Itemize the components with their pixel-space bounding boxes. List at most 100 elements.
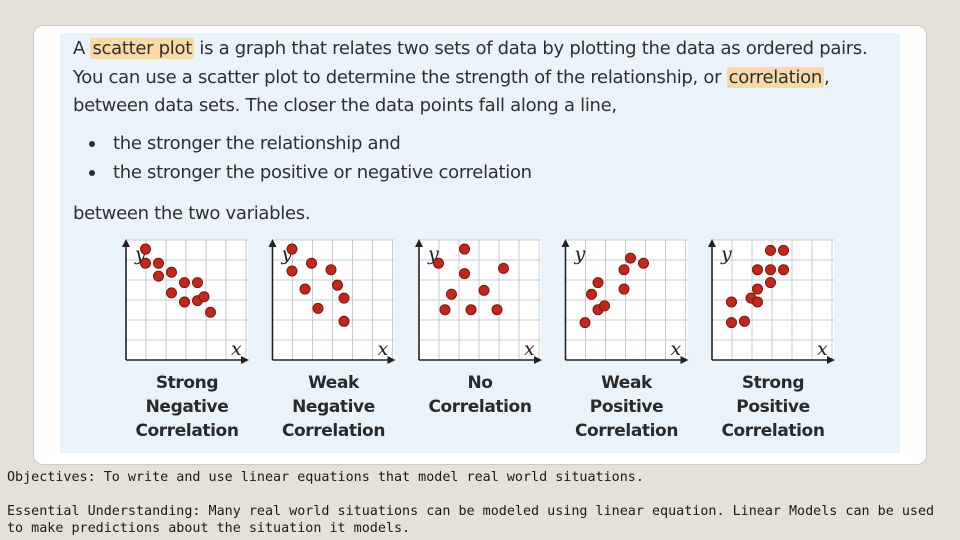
plot-caption: No Correlation: [415, 371, 545, 419]
y-axis-label: y: [574, 243, 586, 265]
plot-caption: Strong Negative Correlation: [122, 371, 252, 443]
caption-line: Strong: [741, 373, 805, 393]
x-axis-arrow: [827, 356, 835, 364]
data-point: [192, 277, 203, 289]
data-point: [459, 268, 470, 280]
data-point: [153, 257, 164, 269]
data-point: [286, 265, 298, 277]
caption-line: Correlation: [574, 421, 679, 441]
data-point: [778, 244, 789, 256]
data-point: [153, 270, 164, 282]
text-fragment: You can use a scatter plot to determine …: [73, 66, 727, 88]
data-point: [433, 257, 444, 269]
plot-caption: Strong Positive Correlation: [708, 371, 838, 443]
data-point: [332, 279, 343, 291]
data-point: [752, 296, 763, 308]
data-point: [325, 264, 337, 276]
data-point: [726, 317, 737, 329]
data-point: [638, 257, 649, 269]
text-fragment: ,: [823, 66, 830, 88]
caption-line: Correlation: [721, 421, 825, 441]
data-point: [752, 283, 763, 295]
plot-caption: Weak Negative Correlation: [269, 371, 399, 443]
essential-understanding-text: Essential Understanding: Many real world…: [7, 504, 935, 536]
caption-line: No: [467, 373, 493, 393]
data-point: [179, 277, 190, 289]
bullet-list: the stronger the relationship and the st…: [85, 130, 532, 187]
x-axis-arrow: [387, 356, 396, 364]
scatter-plot-2: yx: [268, 239, 396, 364]
scatter-plot-5: yx: [708, 239, 835, 364]
x-axis-arrow: [534, 356, 542, 364]
data-point: [765, 277, 776, 289]
caption-line: Negative: [145, 397, 229, 417]
bullet-item: the stronger the relationship and: [85, 130, 532, 159]
y-axis-arrow: [122, 239, 130, 247]
data-point: [765, 244, 776, 256]
caption-line: Positive: [736, 397, 810, 417]
y-axis-arrow: [268, 239, 277, 247]
data-point: [312, 302, 324, 314]
plot-caption: Weak Positive Correlation: [562, 371, 692, 443]
y-axis-arrow: [561, 239, 570, 247]
caption-line: Correlation: [428, 397, 532, 417]
data-point: [306, 257, 317, 269]
data-point: [446, 288, 457, 300]
caption-line: Correlation: [135, 421, 239, 441]
data-point: [166, 287, 177, 299]
y-axis-label: y: [720, 243, 732, 265]
caption-line: Strong: [155, 373, 219, 393]
textbook-image: A scatter plot is a graph that relates t…: [60, 33, 900, 453]
data-point: [778, 264, 789, 276]
y-axis-arrow: [415, 239, 423, 247]
data-point: [739, 315, 750, 327]
data-point: [765, 264, 776, 276]
caption-line: Correlation: [281, 421, 386, 441]
x-axis-arrow: [241, 356, 249, 364]
text-line: between data sets. The closer the data p…: [73, 95, 617, 116]
data-point: [286, 243, 298, 255]
scatter-plot-3: yx: [415, 239, 542, 364]
data-point: [166, 266, 177, 278]
y-axis-arrow: [708, 239, 716, 247]
data-point: [459, 243, 470, 255]
data-point: [599, 300, 610, 312]
data-point: [586, 288, 597, 300]
data-point: [299, 283, 311, 295]
data-point: [338, 315, 350, 327]
data-point: [491, 304, 503, 316]
term-correlation: correlation: [726, 66, 824, 88]
text-fragment: A: [73, 38, 91, 59]
caption-line: Weak: [308, 373, 359, 393]
data-point: [625, 252, 636, 264]
x-axis-label: x: [231, 338, 242, 360]
data-point: [205, 306, 216, 318]
scatter-plot-4: yx: [561, 239, 689, 364]
closing-line: between the two variables.: [73, 203, 311, 224]
x-axis-label: x: [378, 338, 389, 360]
data-point: [140, 243, 151, 255]
x-axis-label: x: [524, 338, 535, 360]
data-point: [592, 277, 604, 289]
data-point: [498, 262, 509, 274]
x-axis-label: x: [671, 338, 682, 360]
x-axis-arrow: [680, 356, 689, 364]
bullet-item: the stronger the positive or negative co…: [85, 159, 532, 188]
data-point: [179, 296, 190, 308]
data-point: [579, 317, 591, 329]
term-scatter-plot: scatter plot: [90, 38, 194, 59]
definition-paragraph: A scatter plot is a graph that relates t…: [73, 35, 893, 121]
caption-line: Weak: [601, 373, 652, 393]
text-fragment: is a graph that relates two sets of data…: [193, 38, 868, 59]
x-axis-label: x: [817, 338, 828, 360]
data-point: [752, 264, 763, 276]
data-point: [618, 283, 630, 295]
data-point: [478, 284, 490, 296]
caption-line: Positive: [589, 397, 664, 417]
data-point: [726, 296, 737, 308]
scatter-plot-1: yx: [122, 239, 249, 364]
data-point: [198, 291, 210, 303]
data-point: [618, 264, 630, 276]
objectives-text: Objectives: To write and use linear equa…: [7, 470, 644, 485]
